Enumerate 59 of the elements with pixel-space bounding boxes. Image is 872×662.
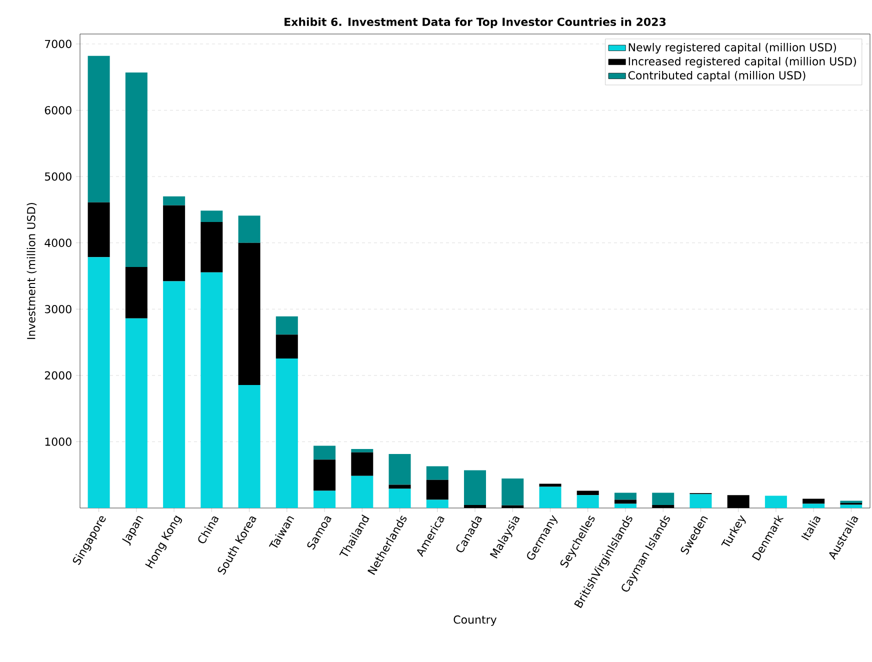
bar <box>314 446 336 460</box>
bar <box>200 222 223 272</box>
bar <box>314 460 336 491</box>
bar <box>351 449 374 452</box>
chart-title: Exhibit 6. Investment Data for Top Investor Countries in 2023 <box>284 17 666 28</box>
bar <box>388 484 411 489</box>
bar <box>163 205 186 282</box>
bar <box>125 318 148 508</box>
bar <box>125 267 148 318</box>
bar <box>576 490 599 496</box>
bar <box>764 496 787 508</box>
y-axis-title: Investment (million USD) <box>26 202 37 339</box>
y-tick-label: 4000 <box>44 238 72 247</box>
legend-label: Contributed captal (million USD) <box>628 70 806 82</box>
bar <box>388 488 411 508</box>
bar <box>238 242 260 386</box>
bar <box>276 358 298 508</box>
bar <box>88 56 110 202</box>
bar <box>840 504 862 508</box>
bar <box>276 334 298 359</box>
bar <box>314 490 336 508</box>
bar <box>426 466 448 480</box>
y-tick-label: 7000 <box>45 40 72 48</box>
bar <box>614 492 636 500</box>
bar <box>238 216 260 243</box>
bar <box>125 72 148 268</box>
bar <box>652 492 674 506</box>
bar <box>502 478 524 506</box>
y-tick-label: 2000 <box>44 371 72 380</box>
bar <box>88 202 110 258</box>
bar <box>388 454 411 485</box>
bar <box>464 470 486 506</box>
bar <box>840 500 862 504</box>
legend-label: Newly registered capital (million USD) <box>628 42 836 54</box>
y-tick-label: 6000 <box>44 106 72 114</box>
legend-label: Increased registered capital (million USD) <box>628 56 856 68</box>
bar <box>163 281 186 508</box>
y-tick-label: 3000 <box>44 304 72 314</box>
x-axis-title: Country <box>454 615 497 626</box>
bar <box>238 385 260 508</box>
bar <box>802 498 825 504</box>
bar <box>539 484 562 487</box>
bar <box>88 257 110 508</box>
bar <box>614 500 636 504</box>
bar <box>539 486 562 508</box>
bar <box>426 500 448 508</box>
bar <box>200 210 223 222</box>
bar <box>276 316 298 335</box>
bar <box>802 504 825 508</box>
y-tick-label: 5000 <box>44 172 72 181</box>
bar <box>426 480 448 500</box>
bar <box>200 272 223 508</box>
bar <box>576 495 599 508</box>
y-tick-label: 1000 <box>45 438 72 446</box>
bar <box>614 504 636 508</box>
bar <box>351 476 374 508</box>
bar <box>690 494 712 508</box>
bar <box>351 452 374 476</box>
bar <box>163 196 186 206</box>
